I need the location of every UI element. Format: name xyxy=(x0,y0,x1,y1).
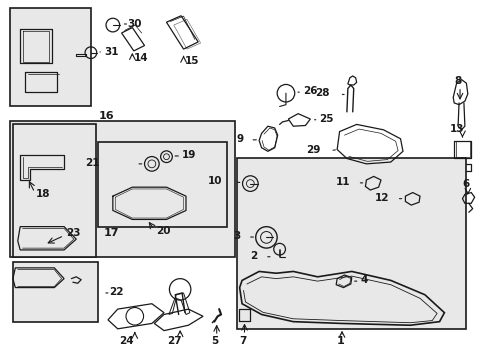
Text: 18: 18 xyxy=(36,189,51,199)
Text: 17: 17 xyxy=(104,228,120,238)
Text: 30: 30 xyxy=(127,19,141,29)
Bar xyxy=(13,262,98,321)
Text: 8: 8 xyxy=(453,76,461,86)
Text: 14: 14 xyxy=(134,53,149,63)
Text: 27: 27 xyxy=(167,336,182,346)
Text: 9: 9 xyxy=(236,134,243,144)
Bar xyxy=(98,142,227,226)
Text: 25: 25 xyxy=(319,114,333,124)
Text: 24: 24 xyxy=(119,336,134,346)
Text: 29: 29 xyxy=(305,144,320,154)
Text: 15: 15 xyxy=(184,56,199,66)
Bar xyxy=(10,121,234,257)
Text: 13: 13 xyxy=(448,124,463,134)
Text: 26: 26 xyxy=(303,86,317,96)
Text: 5: 5 xyxy=(211,336,219,346)
Text: 3: 3 xyxy=(233,231,240,241)
Text: 2: 2 xyxy=(250,251,257,261)
Text: 22: 22 xyxy=(109,287,123,297)
Text: 16: 16 xyxy=(98,111,114,121)
Text: 21: 21 xyxy=(85,158,100,168)
Text: 31: 31 xyxy=(104,47,118,57)
Text: 20: 20 xyxy=(156,226,170,236)
Text: 4: 4 xyxy=(360,275,367,285)
Text: 28: 28 xyxy=(315,88,329,98)
Bar xyxy=(237,158,466,329)
Text: 23: 23 xyxy=(66,228,81,238)
Text: 10: 10 xyxy=(207,176,222,186)
Text: 11: 11 xyxy=(336,177,350,187)
Text: 7: 7 xyxy=(239,336,246,346)
Text: 1: 1 xyxy=(336,336,344,346)
Text: 6: 6 xyxy=(462,179,469,189)
Bar xyxy=(10,8,91,107)
Bar xyxy=(13,125,96,257)
Text: 19: 19 xyxy=(182,150,196,160)
Text: 12: 12 xyxy=(375,193,389,203)
